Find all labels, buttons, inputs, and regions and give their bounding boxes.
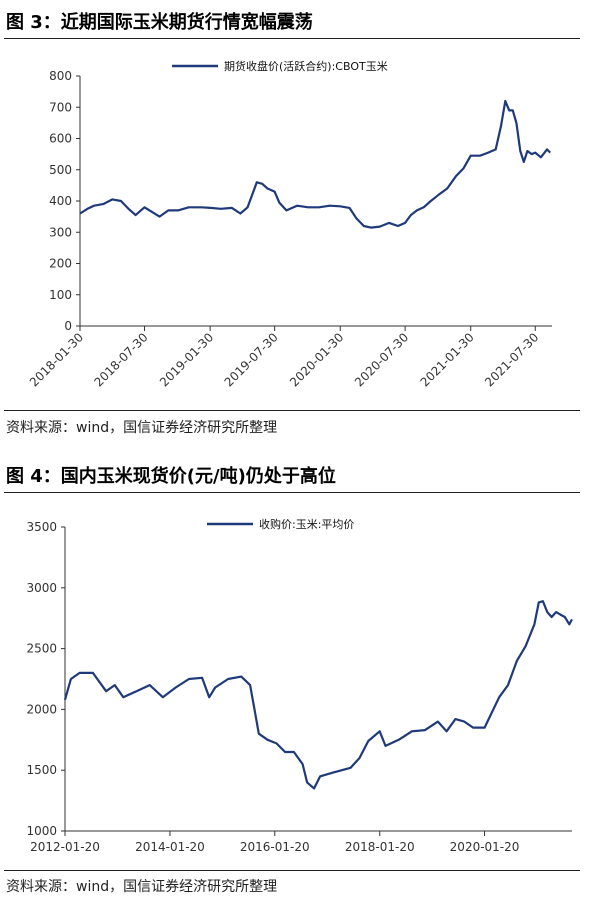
y-tick-label: 1500	[26, 763, 57, 777]
x-tick-label: 2016-01-20	[240, 840, 310, 854]
legend-label: 期货收盘价(活跃合约):CBOT玉米	[224, 59, 388, 73]
source-rule	[4, 410, 580, 411]
y-tick-label: 100	[49, 288, 72, 302]
y-tick-label: 3500	[26, 520, 57, 534]
y-tick-label: 400	[49, 194, 72, 208]
futures-price-chart: 0 100 200 300 400 500 600 700 800 2018-01-30 2018-…	[27, 59, 552, 389]
y-tick-label: 3000	[26, 581, 57, 595]
y-tick-label: 600	[49, 132, 72, 146]
x-tick-label: 2019-01-30	[157, 330, 216, 389]
title-rule	[4, 492, 580, 493]
series-line	[63, 600, 573, 790]
y-tick-label: 2500	[26, 642, 57, 656]
legend-label: 收购价:玉米:平均价	[259, 517, 354, 531]
source-note: 资料来源：wind，国信证券经济研究所整理	[6, 879, 278, 895]
figure-title: 图 3：近期国际玉米期货行情宽幅震荡	[6, 12, 313, 33]
y-tick-label: 200	[49, 257, 72, 271]
figure-title: 图 4：国内玉米现货价(元/吨)仍处于高位	[6, 466, 336, 487]
x-tick-label: 2018-01-20	[345, 840, 415, 854]
x-tick-label: 2021-07-30	[482, 330, 541, 389]
y-tick-label: 500	[49, 163, 72, 177]
y-tick-label: 700	[49, 100, 72, 114]
y-tick-label: 1000	[26, 824, 57, 838]
title-rule	[4, 38, 580, 39]
source-note: 资料来源：wind，国信证券经济研究所整理	[6, 420, 278, 436]
x-tick-label: 2018-07-30	[91, 330, 150, 389]
x-tick-label: 2021-01-30	[418, 330, 477, 389]
x-tick-label: 2020-01-30	[287, 330, 346, 389]
y-tick-label: 2000	[26, 702, 57, 716]
x-tick-label: 2012-01-20	[30, 840, 100, 854]
y-tick-label: 800	[49, 69, 72, 83]
series-line	[79, 99, 551, 229]
y-tick-label: 0	[64, 319, 72, 333]
source-rule	[4, 870, 580, 871]
x-tick-label: 2014-01-20	[135, 840, 205, 854]
x-tick-label: 2020-01-20	[450, 840, 520, 854]
x-tick-label: 2019-07-30	[222, 330, 281, 389]
x-tick-label: 2020-07-30	[352, 330, 411, 389]
x-tick-label: 2018-01-30	[27, 330, 86, 389]
y-tick-label: 300	[49, 225, 72, 239]
spot-price-chart: 1000 1500 2000 2500 3000 3500 2012-01-20 2014-0…	[26, 517, 573, 854]
